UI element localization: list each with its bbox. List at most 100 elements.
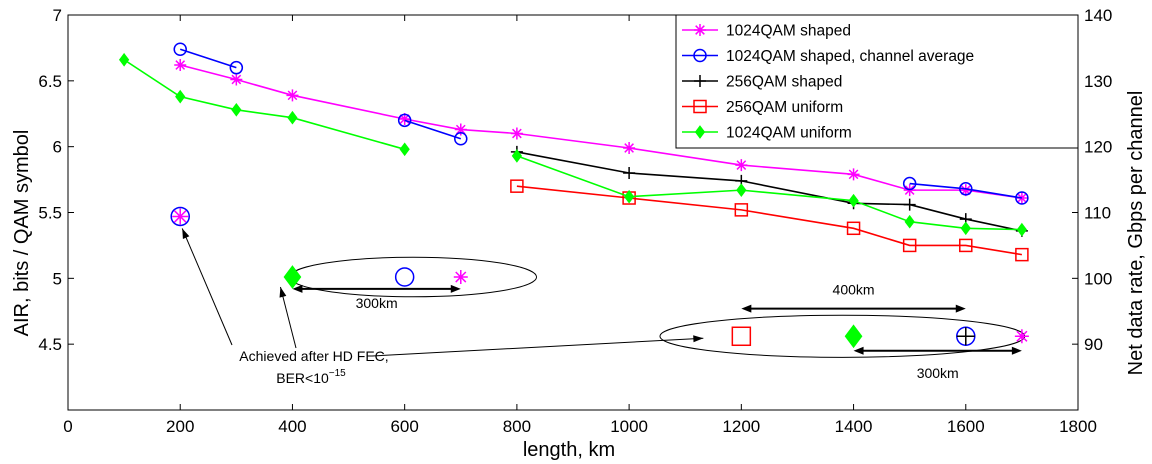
y-tick-label-left: 5 [53,269,62,288]
x-tick-label: 0 [63,417,72,436]
series-256qam-uniform-point [1015,247,1029,262]
series-256qam-shaped-point [623,167,636,179]
series-1024qam-shaped-channel-average-point [1015,191,1029,205]
series-1024qam-shaped-point [735,159,748,172]
series-1024qam-uniform-point [287,110,298,125]
series-1024qam-shaped-point [510,127,523,140]
legend-marker [693,99,707,114]
series-256qam-uniform-point [510,179,524,193]
y-tick-label-left: 7 [53,6,62,25]
series-1024qam-shaped-point [230,73,243,86]
ellipse-right-marker [956,327,975,346]
series-1024qam-shaped-channel-average-point [173,42,187,56]
series-1024qam-uniform-point [623,189,635,204]
fec-annotation-line2: BER<10−15 [276,368,346,386]
y-tick-label-right: 90 [1084,335,1103,354]
series-1024qam-uniform-point [399,142,410,157]
arrow-300km-left-head-right [450,284,461,293]
series-256qam-uniform-point [734,203,749,217]
arrow-400km-head-right [955,304,966,313]
arrow-300km-left-head-left [292,284,303,293]
series-1024qam-shaped-line [180,64,1023,199]
series-1024qam-uniform-point [231,102,242,117]
x-tick-label: 1400 [835,417,873,436]
series-1024qam-uniform-point [736,183,747,197]
x-tick-label: 1800 [1059,417,1097,436]
legend-marker [694,75,706,87]
series-1024qam-uniform-point [511,149,523,163]
legend-entry: 256QAM shaped [726,74,842,91]
y-axis-label-right: Net data rate, Gbps per channel [1125,91,1147,376]
series-1024qam-uniform-point [904,214,915,229]
series-1024qam-uniform-point [960,221,971,236]
series-1024qam-shaped-channel-average-point [229,60,244,75]
fec-annotation-line1: Achieved after HD FEC, [239,348,388,364]
fec-point [172,208,189,225]
y-tick-label-right: 110 [1084,204,1111,223]
x-tick-label: 1600 [947,417,985,436]
y-tick-label-right: 130 [1084,72,1112,91]
x-tick-label: 600 [390,417,418,436]
ellipse-left-marker [453,270,468,285]
series-256qam-shaped-line [516,151,1023,232]
legend-marker [694,125,706,139]
series-1024qam-shaped-channel-average-line [179,48,237,69]
series-1024qam-shaped-channel-average-point [959,182,973,196]
x-tick-label: 1200 [722,417,760,436]
x-tick-label: 200 [166,417,194,436]
legend-entry: 1024QAM uniform [726,125,852,142]
fec-pointer-up-line [181,228,233,346]
arrow-400km-head-left [741,304,752,313]
legend-box [675,14,1079,149]
y-tick-label-left: 6 [53,138,62,157]
series-1024qam-uniform-point [1016,222,1028,237]
series-1024qam-shaped-point [398,113,411,126]
x-tick-label: 800 [503,417,531,436]
arrow-400km-label: 400km [833,282,875,298]
x-axis-label: length, km [523,439,615,461]
legend-marker [694,24,706,36]
fec-pointer-left-ellipse-head [279,287,287,298]
y-tick-label-left: 4.5 [38,335,62,354]
series-1024qam-shaped-channel-average-line [404,119,462,140]
arrow-300km-right-head-right [1011,346,1022,355]
y-axis-label-left: AIR, bits / QAM symbol [11,130,33,337]
legend-marker [693,48,707,63]
series-1024qam-uniform-point [175,89,186,104]
series-1024qam-shaped-point [623,141,636,154]
ellipse-left-marker [283,265,302,289]
y-tick-label-right: 120 [1084,138,1112,157]
series-1024qam-uniform-point [118,52,130,67]
series-1024qam-uniform-point [848,193,859,208]
ellipse-right-marker [731,326,752,347]
series-256qam-uniform-point [902,238,917,253]
fec-pointer-right-ellipse-head [693,335,704,343]
series-1024qam-shaped-point [959,184,972,197]
arrow-300km-right-head-left [853,346,864,355]
series-256qam-uniform-point [846,221,861,236]
ellipse-right-marker [844,324,863,349]
legend-entry: 1024QAM shaped, channel average [726,48,974,65]
series-1024qam-shaped-point [174,59,187,72]
series-1024qam-shaped-channel-average-line [909,182,1023,199]
fec-point [170,206,190,227]
y-tick-label-left: 5.5 [38,204,62,223]
series-1024qam-shaped-channel-average-point [454,132,468,146]
series-1024qam-shaped-point [1015,192,1028,205]
arrow-300km-right-label: 300km [917,365,959,381]
y-tick-label-right: 100 [1084,269,1112,288]
series-256qam-shaped-point [903,198,916,211]
ellipse-right-marker [1014,329,1029,344]
fec-pointer-up-head [182,228,190,240]
series-256qam-uniform-point [959,238,973,253]
series-1024qam-shaped-point [286,89,299,102]
fec-pointer-left-ellipse-line [279,286,297,349]
legend-entry: 1024QAM shaped [726,23,851,40]
series-256qam-uniform-line [516,185,1023,256]
fec-pointer-right-ellipse-line [371,337,704,357]
fec-annotation-exponent: −15 [329,368,346,379]
x-tick-label: 400 [278,417,306,436]
series-1024qam-shaped-channel-average-point [902,176,917,191]
series-1024qam-uniform-line [123,59,405,151]
